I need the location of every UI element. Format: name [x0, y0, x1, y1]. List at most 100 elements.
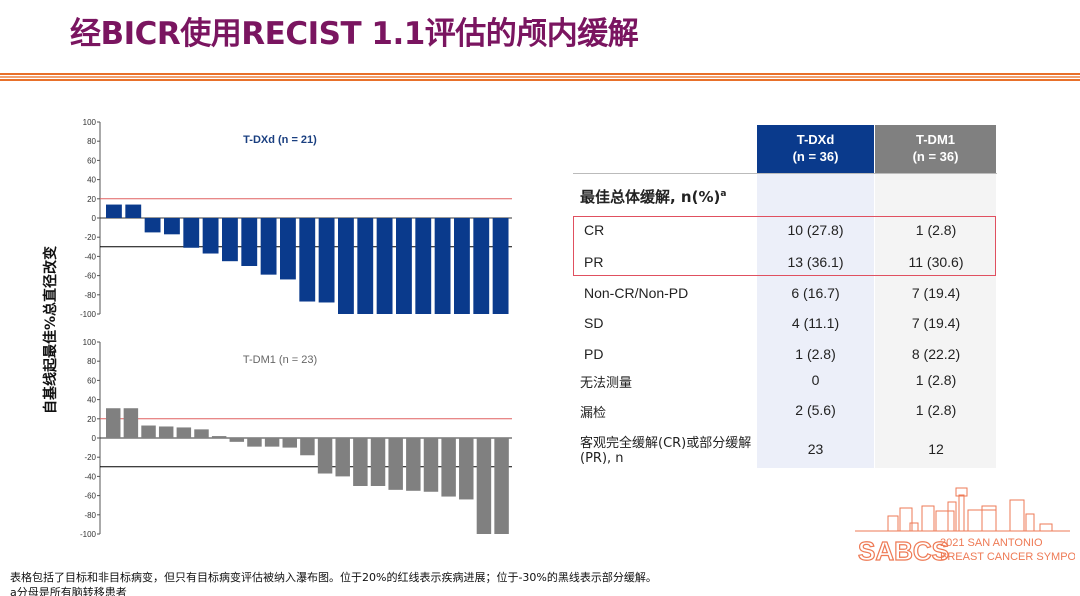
- bar: [338, 218, 354, 314]
- bar: [423, 438, 439, 492]
- y-tick-label: -80: [84, 511, 96, 520]
- column-header-tdxd: T-DXd (n = 36): [757, 125, 874, 173]
- bar: [357, 218, 374, 314]
- cell-tdxd: 13 (36.1): [787, 254, 844, 270]
- y-tick-label: 100: [83, 338, 97, 347]
- bar: [106, 204, 122, 218]
- cell-tdm1: 11 (30.6): [908, 254, 964, 270]
- footnote: a分母是所有脑转移患者: [10, 586, 127, 596]
- y-tick-label: 20: [87, 195, 96, 204]
- bar: [123, 408, 139, 438]
- logo-line1: 2021 SAN ANTONIO: [940, 537, 1043, 549]
- bar: [106, 408, 121, 438]
- column-name: T-DM1: [916, 132, 955, 147]
- bar: [247, 438, 262, 447]
- column-name: T-DXd: [796, 132, 835, 147]
- bar: [202, 218, 219, 254]
- cell-tdm1: 7 (19.4): [911, 285, 961, 301]
- y-tick-label: 40: [87, 396, 96, 405]
- bar: [318, 218, 335, 303]
- cell-tdxd: 10 (27.8): [787, 222, 844, 238]
- cell-tdxd: 23: [807, 441, 824, 457]
- y-tick-label: -80: [84, 291, 96, 300]
- bar: [459, 438, 474, 500]
- bar: [317, 438, 333, 474]
- sabcs-logo: SABCS 2021 SAN ANTONIO BREAST CANCER SYM…: [855, 487, 1075, 567]
- column-n: (n = 36): [792, 149, 839, 164]
- bar: [376, 218, 393, 314]
- bar: [415, 218, 432, 314]
- highlight-box: [573, 216, 996, 276]
- bar: [370, 438, 386, 486]
- column-header-tdm1: T-DM1 (n = 36): [875, 125, 996, 173]
- section-title: 最佳总体缓解, n(%)a: [580, 186, 726, 207]
- bar: [141, 425, 156, 438]
- header-rule: [0, 79, 1080, 81]
- bar: [406, 438, 421, 491]
- bar: [176, 427, 192, 438]
- bar: [476, 438, 492, 534]
- waterfall-chart-tdm1: 100 80 60 40 20 0 -20 -40 -60 -80 -100 T-DM1 (n = 2…: [80, 338, 512, 539]
- bar: [473, 218, 490, 314]
- bar: [494, 438, 509, 534]
- y-tick-label: -100: [80, 310, 97, 319]
- y-tick-label: -40: [84, 472, 96, 481]
- y-tick-label: 80: [87, 137, 96, 146]
- bar: [300, 438, 315, 456]
- y-axis-label: 自基线起最佳%总直径改变: [43, 245, 59, 415]
- slide-title: 经BICR使用RECIST 1.1评估的颅内缓解: [70, 16, 639, 52]
- y-tick-label: -20: [84, 233, 96, 242]
- y-tick-label: 40: [87, 176, 96, 185]
- logo-abbr: SABCS: [858, 536, 949, 566]
- bar: [260, 218, 277, 275]
- cell-tdm1: 8 (22.2): [911, 346, 961, 362]
- y-tick-label: 20: [87, 415, 96, 424]
- row-label: PR: [584, 254, 604, 270]
- bar: [125, 204, 142, 218]
- cell-tdm1: 7 (19.4): [911, 315, 961, 331]
- waterfall-chart-tdxd: 100 80 60 40 20 0 -20 -40 -60 -80 -100 T-DXd (n = 2…: [80, 118, 512, 319]
- tdm1-column-bg: [875, 173, 996, 468]
- cell-tdxd: 2 (5.6): [795, 402, 836, 418]
- bar: [280, 218, 296, 280]
- cell-tdxd: 0: [811, 372, 820, 388]
- cell-tdxd: 1 (2.8): [795, 346, 836, 362]
- column-n: (n = 36): [912, 149, 959, 164]
- bar: [241, 218, 258, 266]
- row-label: CR: [584, 222, 605, 238]
- bar: [388, 438, 403, 490]
- footnote-marker: a: [720, 189, 727, 199]
- row-label: 无法测量: [580, 376, 633, 391]
- y-tick-label: -20: [84, 453, 96, 462]
- bar: [299, 218, 316, 302]
- bar: [282, 438, 297, 448]
- bar: [353, 438, 368, 486]
- bar: [264, 438, 280, 447]
- tdxd-column-bg: [757, 173, 874, 468]
- logo-line2: BREAST CANCER SYMPOSIUM: [940, 551, 1075, 563]
- cell-tdm1: 1 (2.8): [915, 402, 957, 418]
- footnote: 表格包括了目标和非目标病变，但只有目标病变评估被纳入瀑布图。位于20%的红线表示…: [10, 571, 657, 584]
- bar: [222, 218, 238, 262]
- bar: [454, 218, 470, 314]
- bar: [441, 438, 456, 497]
- bar: [434, 218, 451, 314]
- y-tick-label: -60: [84, 272, 96, 281]
- y-tick-label: 80: [87, 357, 96, 366]
- row-label: 客观完全缓解(CR)或部分缓解(PR), n: [580, 436, 752, 466]
- y-tick-label: -100: [80, 530, 97, 539]
- row-label: 漏检: [580, 406, 607, 421]
- row-label: PD: [584, 346, 604, 362]
- row-label: Non-CR/Non-PD: [584, 285, 689, 301]
- cell-tdm1: 1 (2.8): [915, 372, 957, 388]
- cell-tdm1: 1 (2.8): [915, 222, 957, 238]
- y-tick-label: 100: [83, 118, 97, 127]
- cell-tdxd: 4 (11.1): [791, 315, 840, 331]
- bar: [396, 218, 412, 314]
- header-rule: [0, 76, 1080, 78]
- row-label: SD: [584, 315, 604, 331]
- bar: [492, 218, 509, 314]
- y-tick-label: 0: [92, 434, 97, 443]
- y-tick-label: 0: [92, 214, 97, 223]
